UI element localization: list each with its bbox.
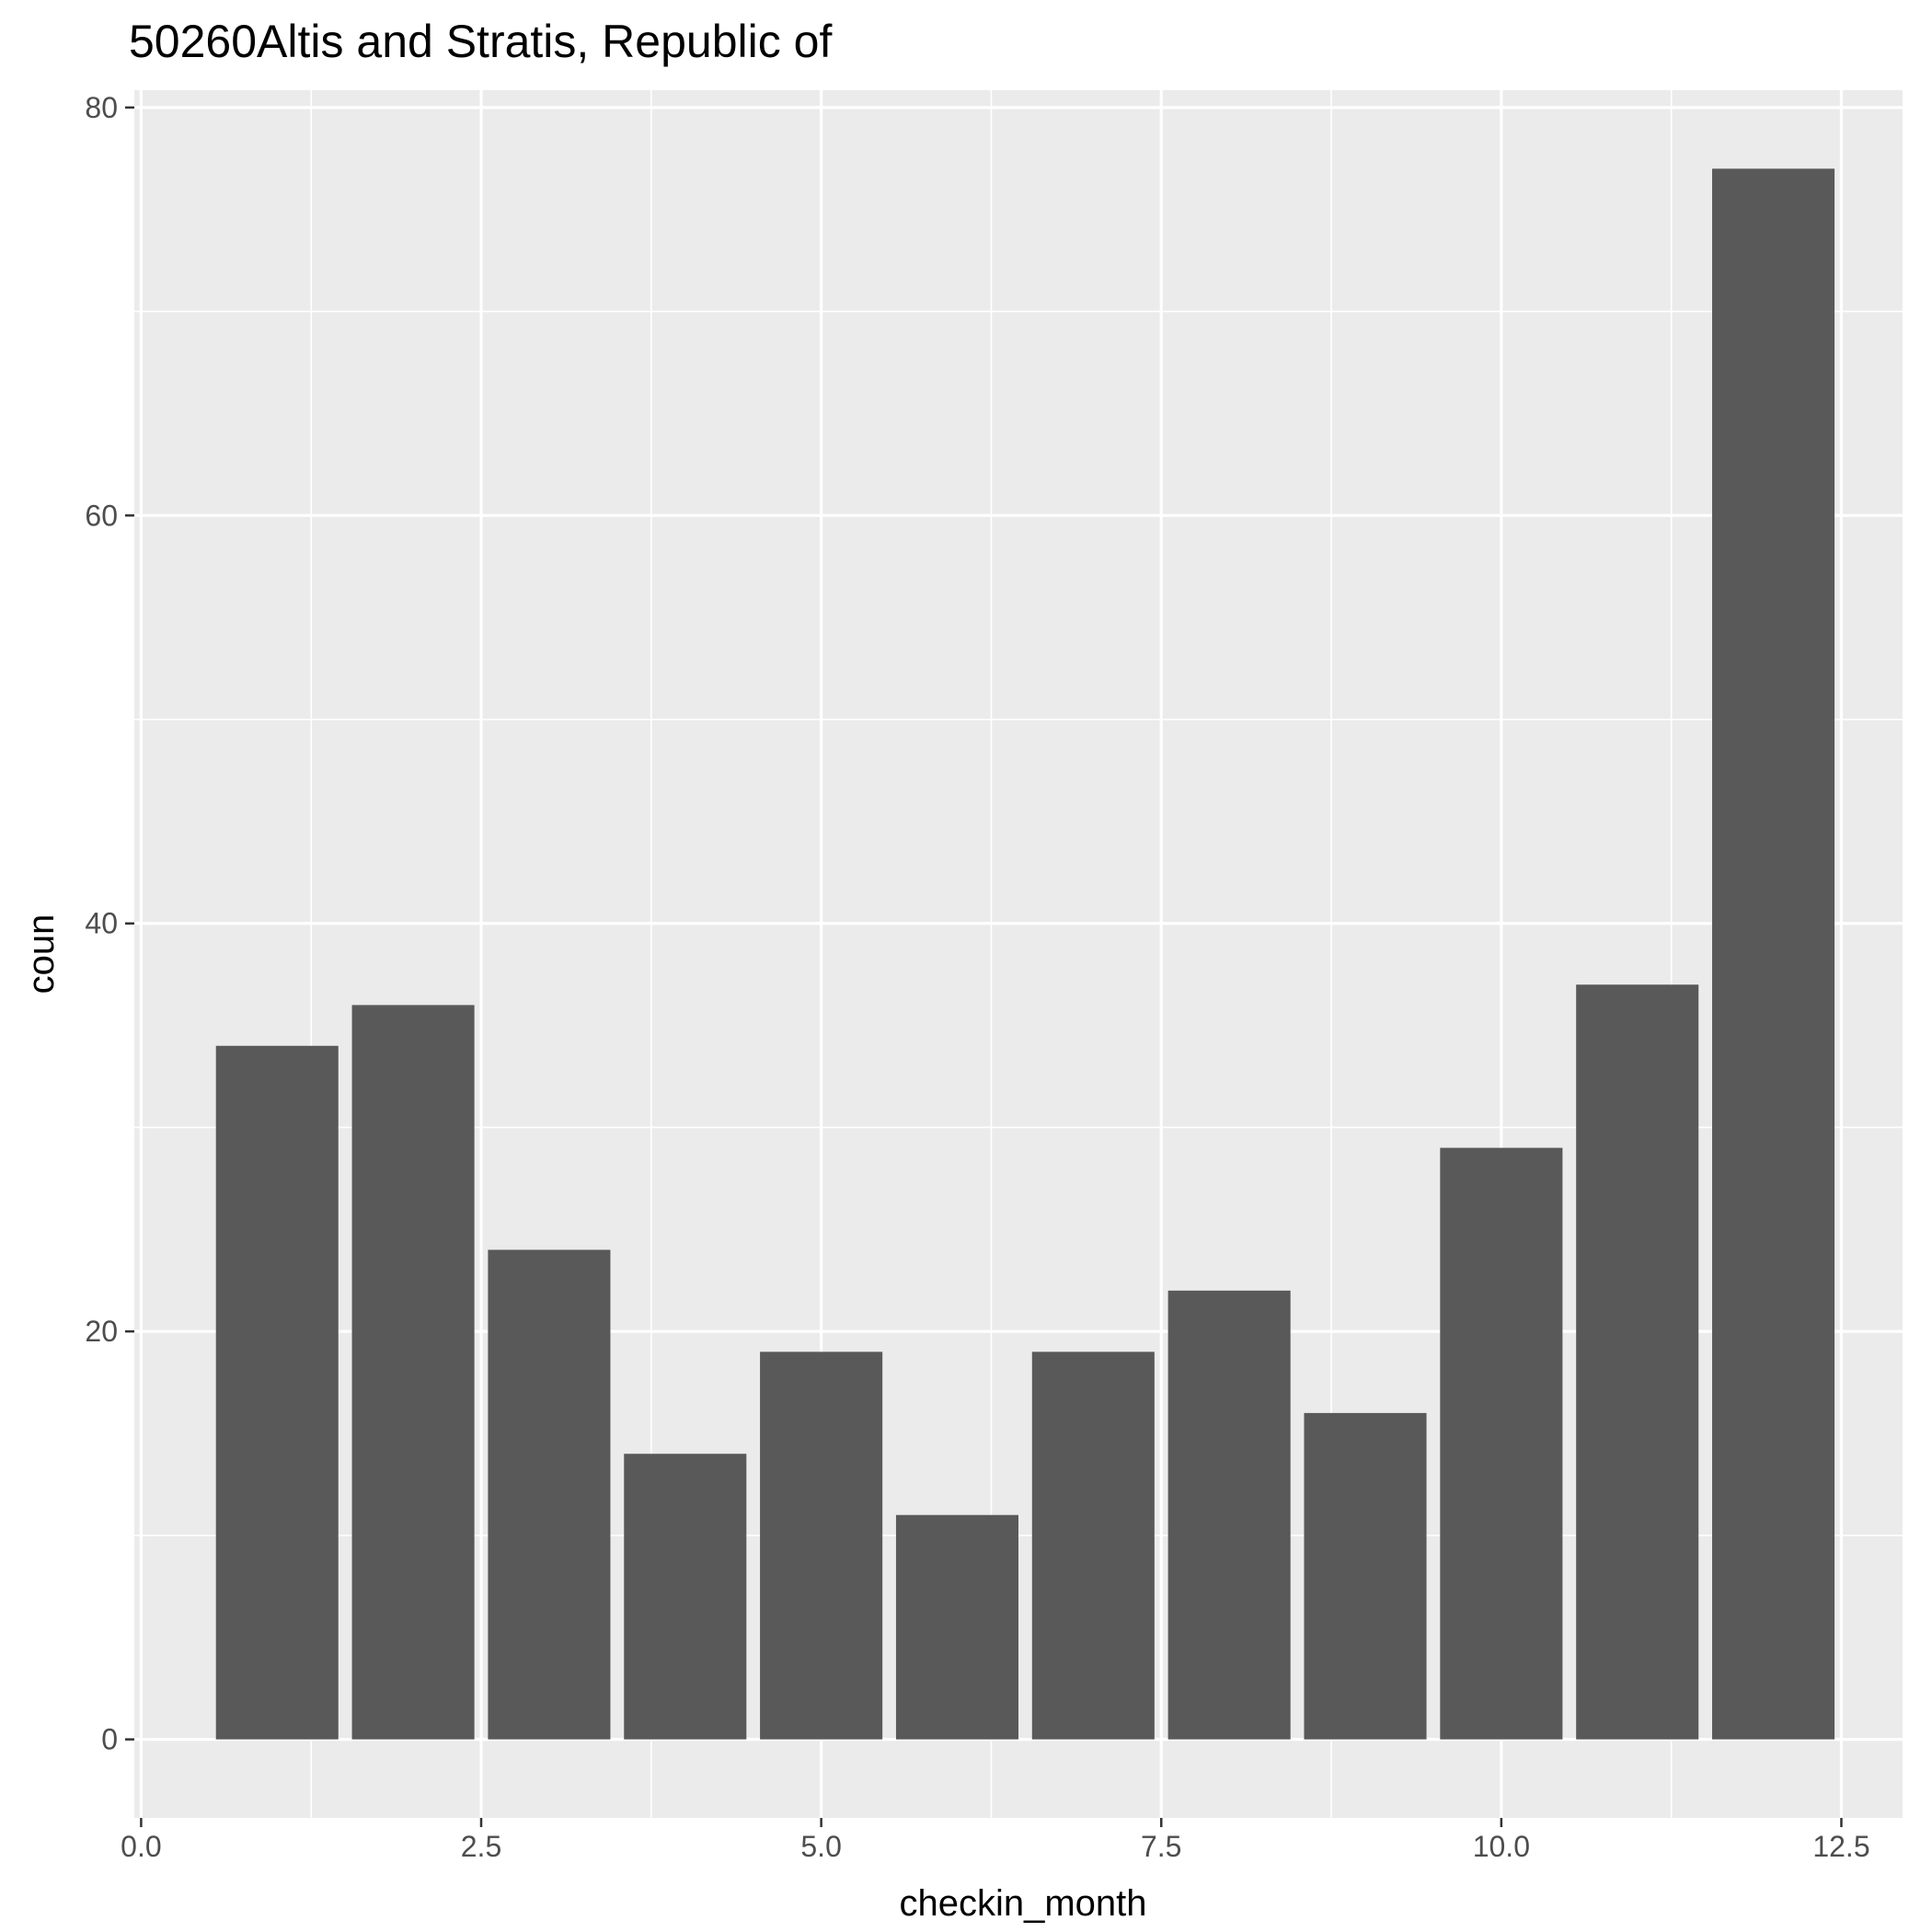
x-axis-title: checkin_month: [899, 1883, 1146, 1924]
bar-month-3: [488, 1249, 611, 1740]
bar-month-12: [1712, 168, 1835, 1740]
y-tick-label: 80: [85, 91, 118, 124]
bar-month-10: [1440, 1147, 1563, 1740]
y-tick-label: 60: [85, 499, 118, 532]
x-tick-label: 5.0: [800, 1830, 841, 1863]
y-axis-title: coun: [21, 914, 62, 995]
bar-month-11: [1576, 984, 1699, 1740]
x-tick-label: 7.5: [1141, 1830, 1181, 1863]
x-axis: 0.0 2.5 5.0 7.5 10.0 12.5: [121, 1818, 1870, 1863]
bar-month-7: [1031, 1351, 1155, 1740]
bar-month-2: [351, 1005, 475, 1740]
x-tick-label: 2.5: [461, 1830, 501, 1863]
x-tick-label: 10.0: [1473, 1830, 1530, 1863]
bar-month-6: [895, 1514, 1018, 1740]
bar-month-8: [1167, 1290, 1291, 1740]
x-tick-label: 12.5: [1812, 1830, 1869, 1863]
bar-month-9: [1304, 1412, 1427, 1740]
y-tick-label: 20: [85, 1315, 118, 1348]
bar-month-5: [760, 1351, 883, 1740]
y-tick-label: 40: [85, 907, 118, 940]
chart-title: 50260Altis and Stratis, Republic of: [129, 16, 832, 67]
x-tick-label: 0.0: [121, 1830, 161, 1863]
bar-month-4: [624, 1454, 747, 1740]
bar-month-1: [215, 1045, 339, 1740]
bars: [215, 168, 1835, 1740]
y-tick-label: 0: [101, 1723, 118, 1756]
y-axis: 0 20 40 60 80: [85, 91, 134, 1756]
